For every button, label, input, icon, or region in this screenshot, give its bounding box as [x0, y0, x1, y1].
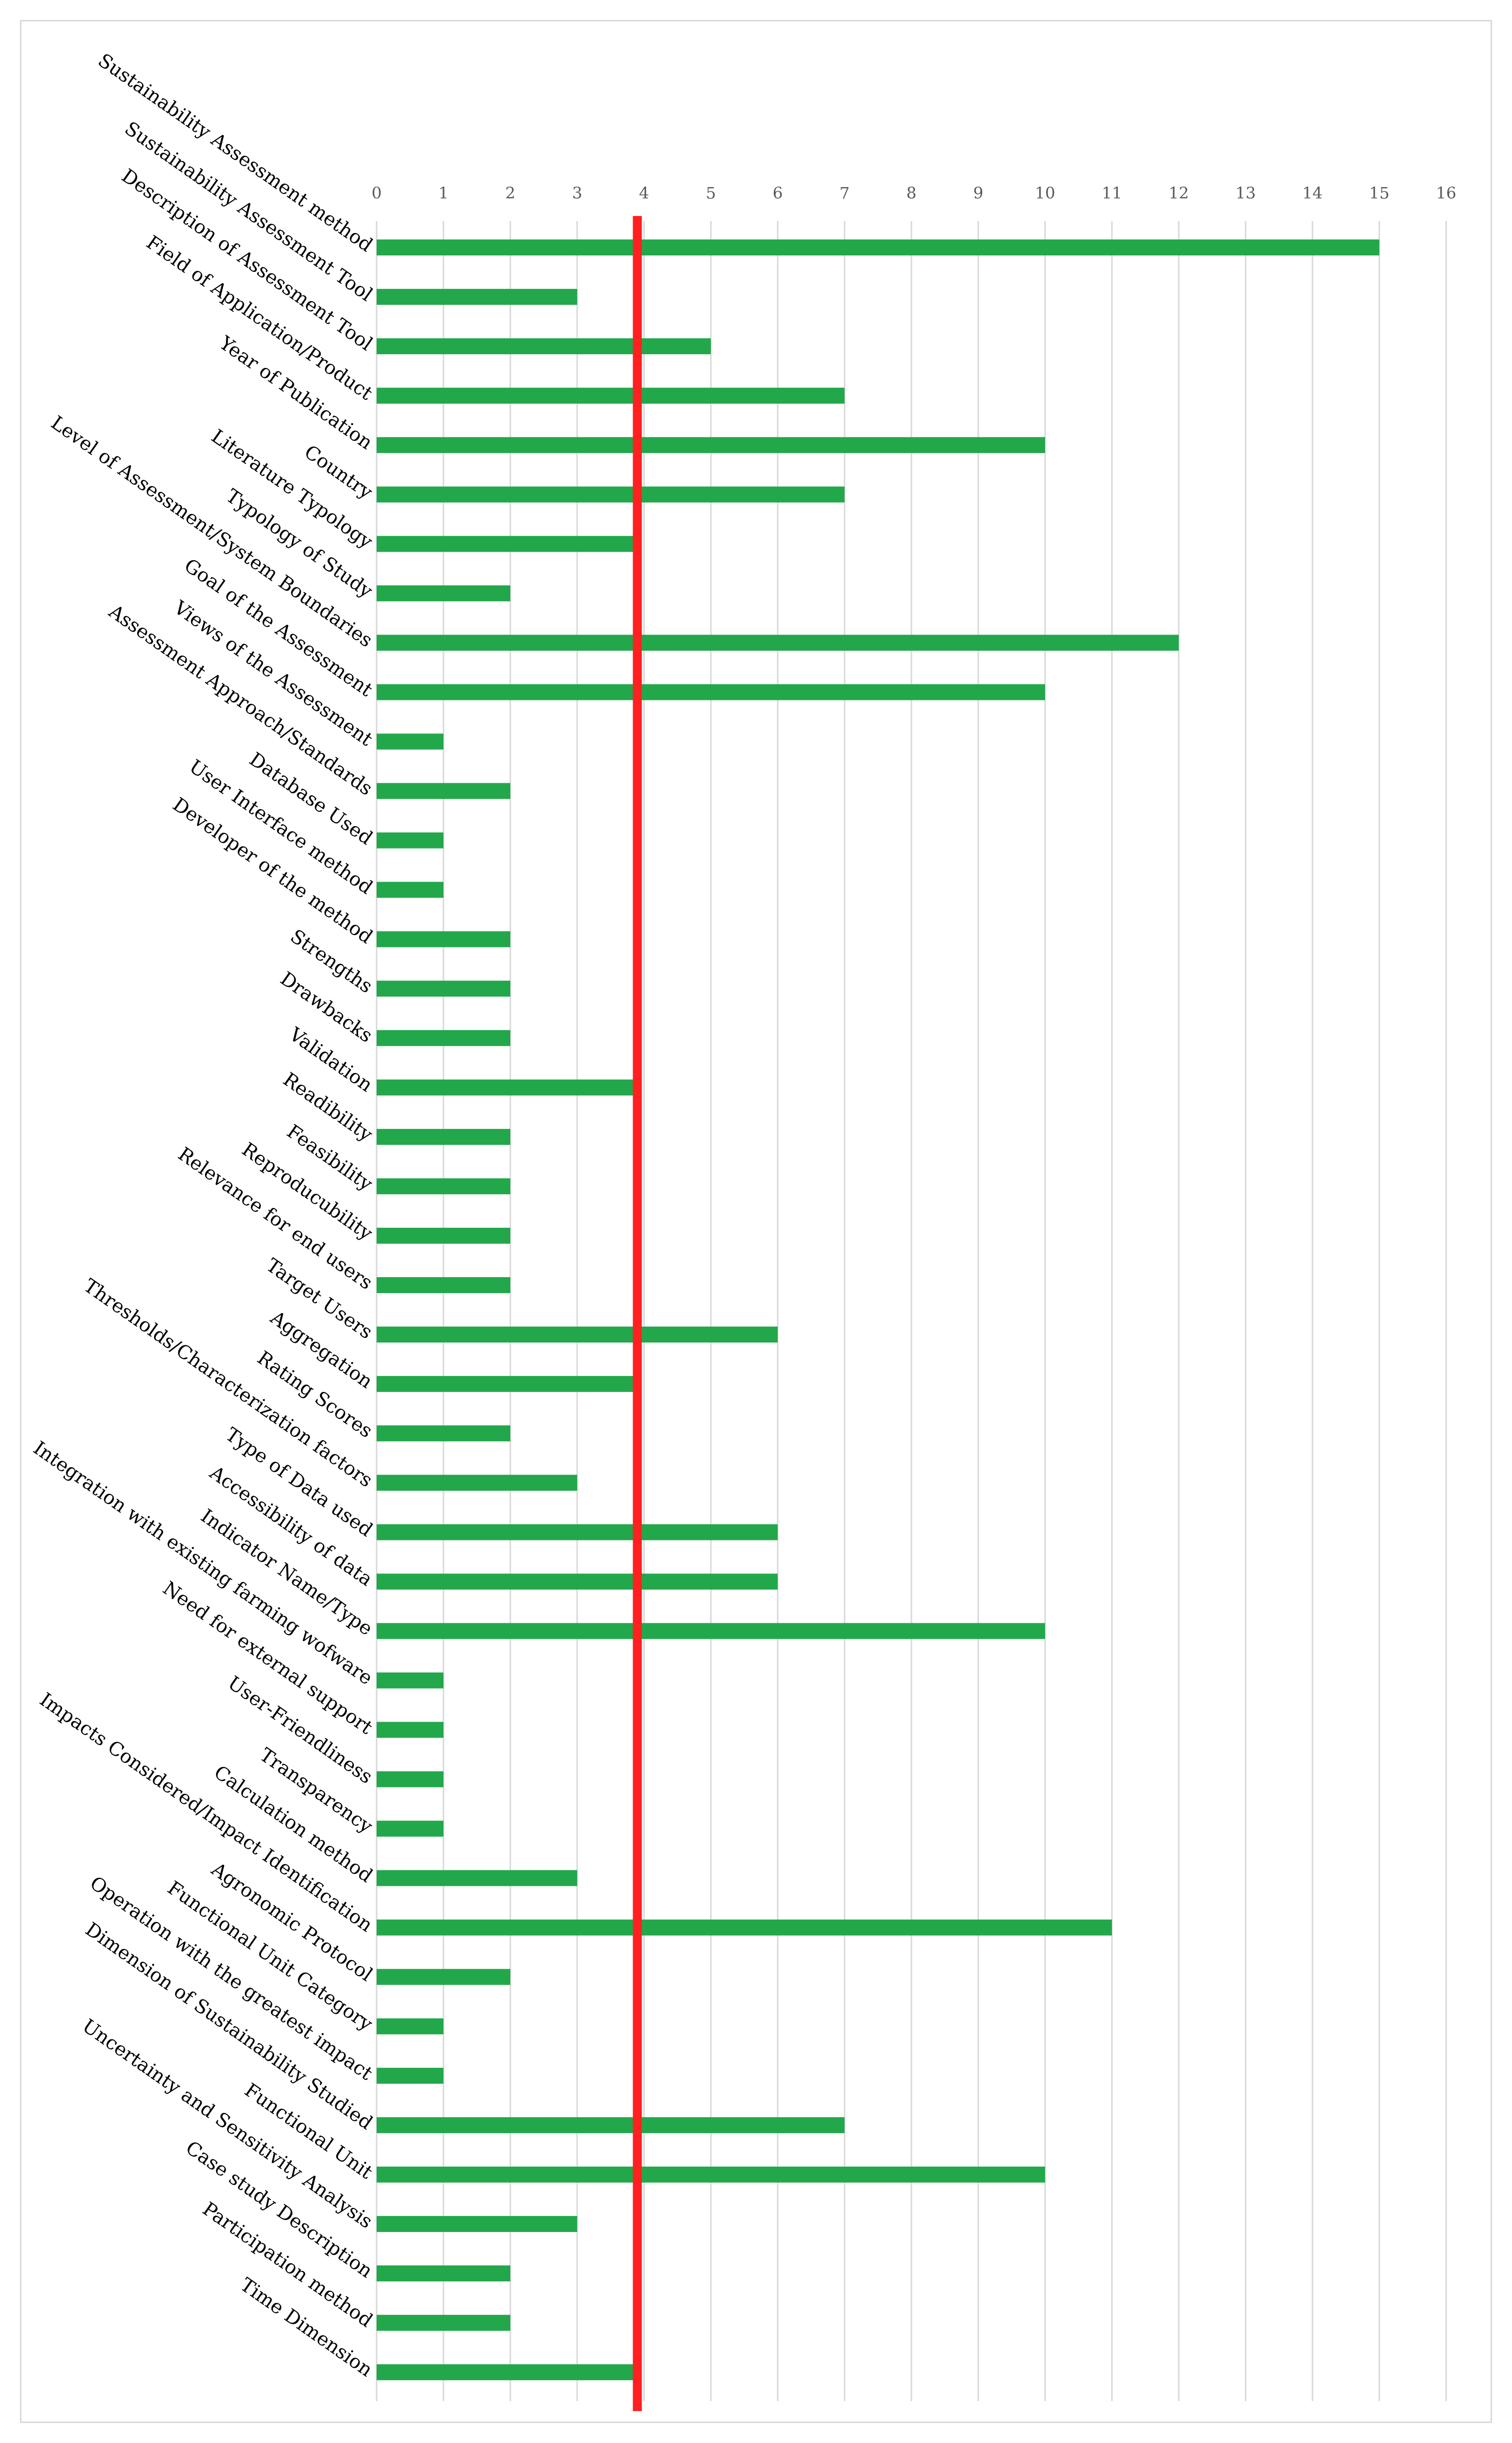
bar-8 [377, 585, 510, 602]
bar-18 [377, 1079, 638, 1096]
x-tick-label: 0 [372, 184, 382, 203]
category-label: Level of Assessment/System Boundaries [47, 412, 377, 652]
x-tick-label: 2 [505, 184, 515, 203]
bar-4 [377, 388, 845, 404]
category-label: Integration with existing farming wofwar… [29, 1437, 377, 1689]
category-label: Rating Scores [253, 1346, 377, 1442]
bar-32 [377, 1771, 443, 1787]
bar-20 [377, 1178, 510, 1194]
bar-2 [377, 289, 577, 305]
x-tick-label: 4 [639, 184, 649, 203]
bar-29 [377, 1623, 1045, 1639]
x-tick-label: 7 [840, 184, 850, 203]
bar-33 [377, 1820, 443, 1837]
bar-25 [377, 1425, 510, 1442]
bar-28 [377, 1573, 778, 1590]
bar-22 [377, 1277, 510, 1294]
bar-12 [377, 783, 510, 799]
bar-23 [377, 1327, 778, 1343]
x-axis-ticks: 0 1 2 3 4 5 6 7 8 9 10 11 12 13 14 15 16 [372, 184, 1457, 203]
bar-10 [377, 684, 1045, 700]
x-tick-label: 14 [1302, 184, 1323, 203]
x-tick-label: 5 [706, 184, 716, 203]
x-tick-label: 8 [906, 184, 916, 203]
category-label: Description of Assessment Tool [118, 165, 377, 355]
x-tick-label: 9 [973, 184, 983, 203]
bar-21 [377, 1228, 510, 1244]
bar-7 [377, 536, 638, 552]
x-tick-label: 12 [1169, 184, 1189, 203]
bar-13 [377, 832, 443, 849]
bar-42 [377, 2265, 510, 2282]
category-label: Database Used [245, 748, 377, 849]
x-tick-label: 16 [1436, 184, 1457, 203]
x-tick-label: 11 [1102, 184, 1122, 203]
bar-chart: 0 1 2 3 4 5 6 7 8 9 10 11 12 13 14 15 16 Sustainability … [29, 49, 1457, 2411]
chart-frame: 0 1 2 3 4 5 6 7 8 9 10 11 12 13 14 15 16 Sustainability … [20, 20, 1492, 2423]
bar-24 [377, 1376, 638, 1392]
bar-14 [377, 882, 443, 898]
bar-27 [377, 1524, 778, 1541]
bars [377, 239, 1379, 2381]
bar-15 [377, 931, 510, 947]
bar-30 [377, 1672, 443, 1689]
bar-9 [377, 635, 1179, 651]
x-tick-label: 1 [438, 184, 448, 203]
category-labels: Sustainability Assessment methodSustaina… [29, 49, 377, 2381]
gridlines [376, 221, 1447, 2401]
bar-1 [377, 239, 1379, 255]
x-tick-label: 15 [1369, 184, 1390, 203]
bar-3 [377, 338, 711, 355]
bar-44 [377, 2364, 638, 2381]
bar-6 [377, 486, 845, 503]
bar-39 [377, 2117, 845, 2133]
bar-26 [377, 1475, 577, 1491]
bar-38 [377, 2067, 443, 2084]
x-tick-label: 6 [773, 184, 783, 203]
bar-40 [377, 2166, 1045, 2183]
bar-19 [377, 1128, 510, 1145]
x-tick-label: 3 [572, 184, 582, 203]
bar-37 [377, 2018, 443, 2034]
x-tick-label: 10 [1035, 184, 1056, 203]
bar-5 [377, 437, 1045, 453]
bar-34 [377, 1870, 577, 1886]
category-label: Sustainability Assessment method [94, 49, 377, 256]
x-tick-label: 13 [1236, 184, 1256, 203]
bar-36 [377, 1969, 510, 1985]
bar-31 [377, 1722, 443, 1738]
bar-43 [377, 2315, 510, 2331]
bar-35 [377, 1919, 1112, 1936]
bar-17 [377, 1030, 510, 1046]
bar-16 [377, 980, 510, 997]
bar-41 [377, 2216, 577, 2232]
bar-11 [377, 733, 443, 750]
